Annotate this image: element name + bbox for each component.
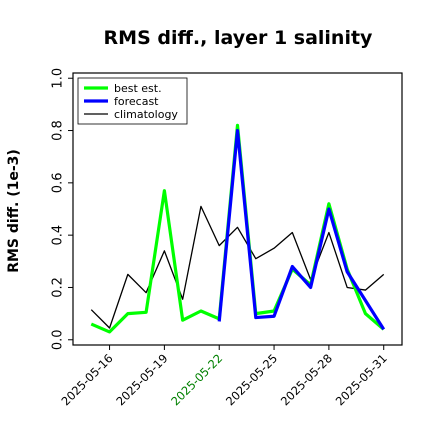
x-tick-label: 2025-05-31: [333, 351, 390, 408]
legend-label: climatology: [114, 108, 178, 121]
x-tick-label: 2025-05-19: [113, 351, 170, 408]
y-tick-label: 0.6: [51, 173, 66, 194]
chart-title: RMS diff., layer 1 salinity: [104, 27, 374, 49]
x-tick-label: 2025-05-22: [168, 351, 225, 408]
y-tick-label: 0.2: [51, 277, 66, 298]
y-tick-label: 0.4: [51, 225, 66, 246]
x-tick-label: 2025-05-28: [278, 351, 335, 408]
x-axis: 2025-05-162025-05-192025-05-222025-05-25…: [59, 345, 390, 408]
x-tick-label: 2025-05-16: [59, 351, 116, 408]
y-axis: 0.0 0.2 0.4 0.6 0.8 1.0: [51, 68, 73, 350]
y-tick-label: 0.8: [51, 120, 66, 141]
legend-label: best est.: [114, 82, 162, 95]
legend-label: forecast: [114, 95, 159, 108]
series-line-climatology: [90, 205, 385, 329]
x-tick-label: 2025-05-25: [223, 351, 280, 408]
y-tick-label: 0.0: [51, 329, 66, 350]
series-lines: [90, 123, 386, 334]
series-line-forecast: [217, 128, 386, 331]
y-axis-label: RMS diff. (1e-3): [6, 149, 22, 273]
y-tick-label: 1.0: [51, 68, 66, 89]
